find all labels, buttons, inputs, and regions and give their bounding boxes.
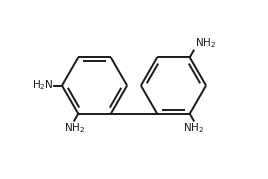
Text: NH$_2$: NH$_2$ <box>183 122 204 135</box>
Text: NH$_2$: NH$_2$ <box>195 36 216 50</box>
Text: NH$_2$: NH$_2$ <box>64 122 85 135</box>
Text: H$_2$N: H$_2$N <box>32 79 53 92</box>
